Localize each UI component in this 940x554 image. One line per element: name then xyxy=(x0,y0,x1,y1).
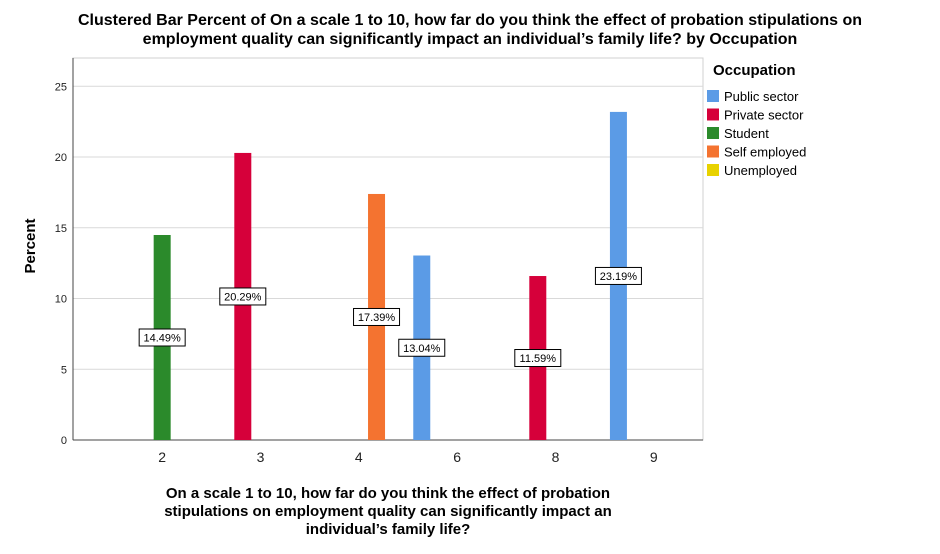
plot-frame xyxy=(72,57,704,441)
data-label-box xyxy=(594,266,642,285)
x-axis-title-line-1: On a scale 1 to 10, how far do you think… xyxy=(166,485,610,502)
legend-swatch xyxy=(707,108,719,121)
x-axis-title-line-3: individual’s family life? xyxy=(306,521,470,538)
x-tick-label: 8 xyxy=(552,449,560,465)
x-tick-label: 2 xyxy=(158,449,166,465)
y-tick-label: 25 xyxy=(55,81,67,93)
y-axis-title: Percent xyxy=(22,218,39,273)
data-label: 20.29% xyxy=(224,291,262,303)
data-label: 13.04% xyxy=(403,343,441,355)
legend-swatch xyxy=(707,127,719,139)
data-label-box xyxy=(353,307,401,326)
data-label: 17.39% xyxy=(358,312,396,324)
data-label: 23.19% xyxy=(600,271,638,283)
data-label-box xyxy=(219,287,267,306)
data-label: 14.49% xyxy=(144,332,182,344)
chart-title-line-1: Clustered Bar Percent of On a scale 1 to… xyxy=(78,12,862,29)
legend-swatch xyxy=(707,90,719,102)
x-axis-title-line-2: stipulations on employment quality can s… xyxy=(164,503,612,520)
legend-label: Self employed xyxy=(724,145,806,160)
legend-label: Student xyxy=(724,126,769,141)
y-tick-label: 0 xyxy=(61,435,67,447)
legend: Public sector Private sector Student Self e… xyxy=(707,89,806,178)
y-tick-label: 15 xyxy=(55,223,67,235)
y-tick-label: 20 xyxy=(55,152,67,164)
plot-area: 0 5 10 15 20 25 2 3 4 6 8 9 13.04% 23.19% 20.29% 11.59%… xyxy=(55,57,704,465)
data-label-box xyxy=(138,328,186,347)
chart-title-line-2: employment quality can significantly imp… xyxy=(143,31,798,48)
x-tick-label: 6 xyxy=(453,449,461,465)
legend-swatch xyxy=(707,164,719,176)
data-label: 11.59% xyxy=(520,353,557,365)
y-tick-label: 10 xyxy=(55,294,67,306)
data-label-box xyxy=(398,338,446,357)
y-tick-label: 5 xyxy=(61,364,67,376)
x-tick-label: 4 xyxy=(355,449,363,465)
legend-title: Occupation xyxy=(713,62,796,79)
x-tick-label: 9 xyxy=(650,449,658,465)
data-label-box xyxy=(514,349,562,368)
legend-swatch xyxy=(707,145,719,158)
legend-label: Public sector xyxy=(724,89,799,104)
legend-label: Private sector xyxy=(724,108,804,123)
x-tick-label: 3 xyxy=(257,449,265,465)
legend-label: Unemployed xyxy=(724,163,797,178)
